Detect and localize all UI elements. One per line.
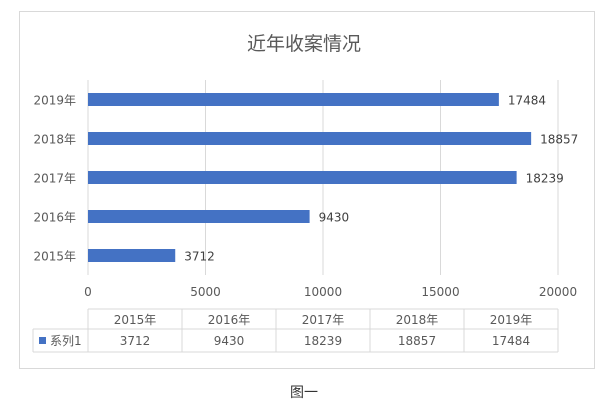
table-header-cell: 2017年: [302, 313, 345, 327]
value-tick-label: 0: [84, 285, 92, 299]
series-name: 系列1: [50, 334, 82, 348]
legend-key: [39, 337, 46, 344]
data-label: 18239: [526, 172, 564, 186]
data-label: 17484: [508, 94, 546, 108]
bar: [88, 249, 176, 262]
data-label: 3712: [184, 250, 215, 264]
chart-title: 近年收案情况: [247, 33, 361, 55]
category-tick-label: 2019年: [33, 94, 76, 108]
bar: [88, 132, 532, 145]
bar: [88, 93, 499, 106]
bar: [88, 210, 310, 223]
table-value-cell: 3712: [120, 334, 151, 348]
value-tick-label: 15000: [421, 285, 459, 299]
data-label: 9430: [319, 211, 350, 225]
table-value-cell: 18857: [398, 334, 436, 348]
figure-caption: 图一: [290, 385, 318, 401]
table-header-cell: 2018年: [396, 313, 439, 327]
table-header-cell: 2016年: [208, 313, 251, 327]
bar: [88, 171, 517, 184]
category-tick-label: 2016年: [33, 211, 76, 225]
table-header-cell: 2019年: [490, 313, 533, 327]
table-value-cell: 18239: [304, 334, 342, 348]
table-value-cell: 17484: [492, 334, 530, 348]
data-label: 18857: [540, 133, 578, 147]
category-tick-label: 2018年: [33, 133, 76, 147]
category-tick-label: 2017年: [33, 172, 76, 186]
table-value-cell: 9430: [214, 334, 245, 348]
value-tick-label: 20000: [539, 285, 577, 299]
category-tick-label: 2015年: [33, 250, 76, 264]
value-tick-label: 5000: [190, 285, 221, 299]
value-tick-label: 10000: [304, 285, 342, 299]
table-header-cell: 2015年: [114, 313, 157, 327]
